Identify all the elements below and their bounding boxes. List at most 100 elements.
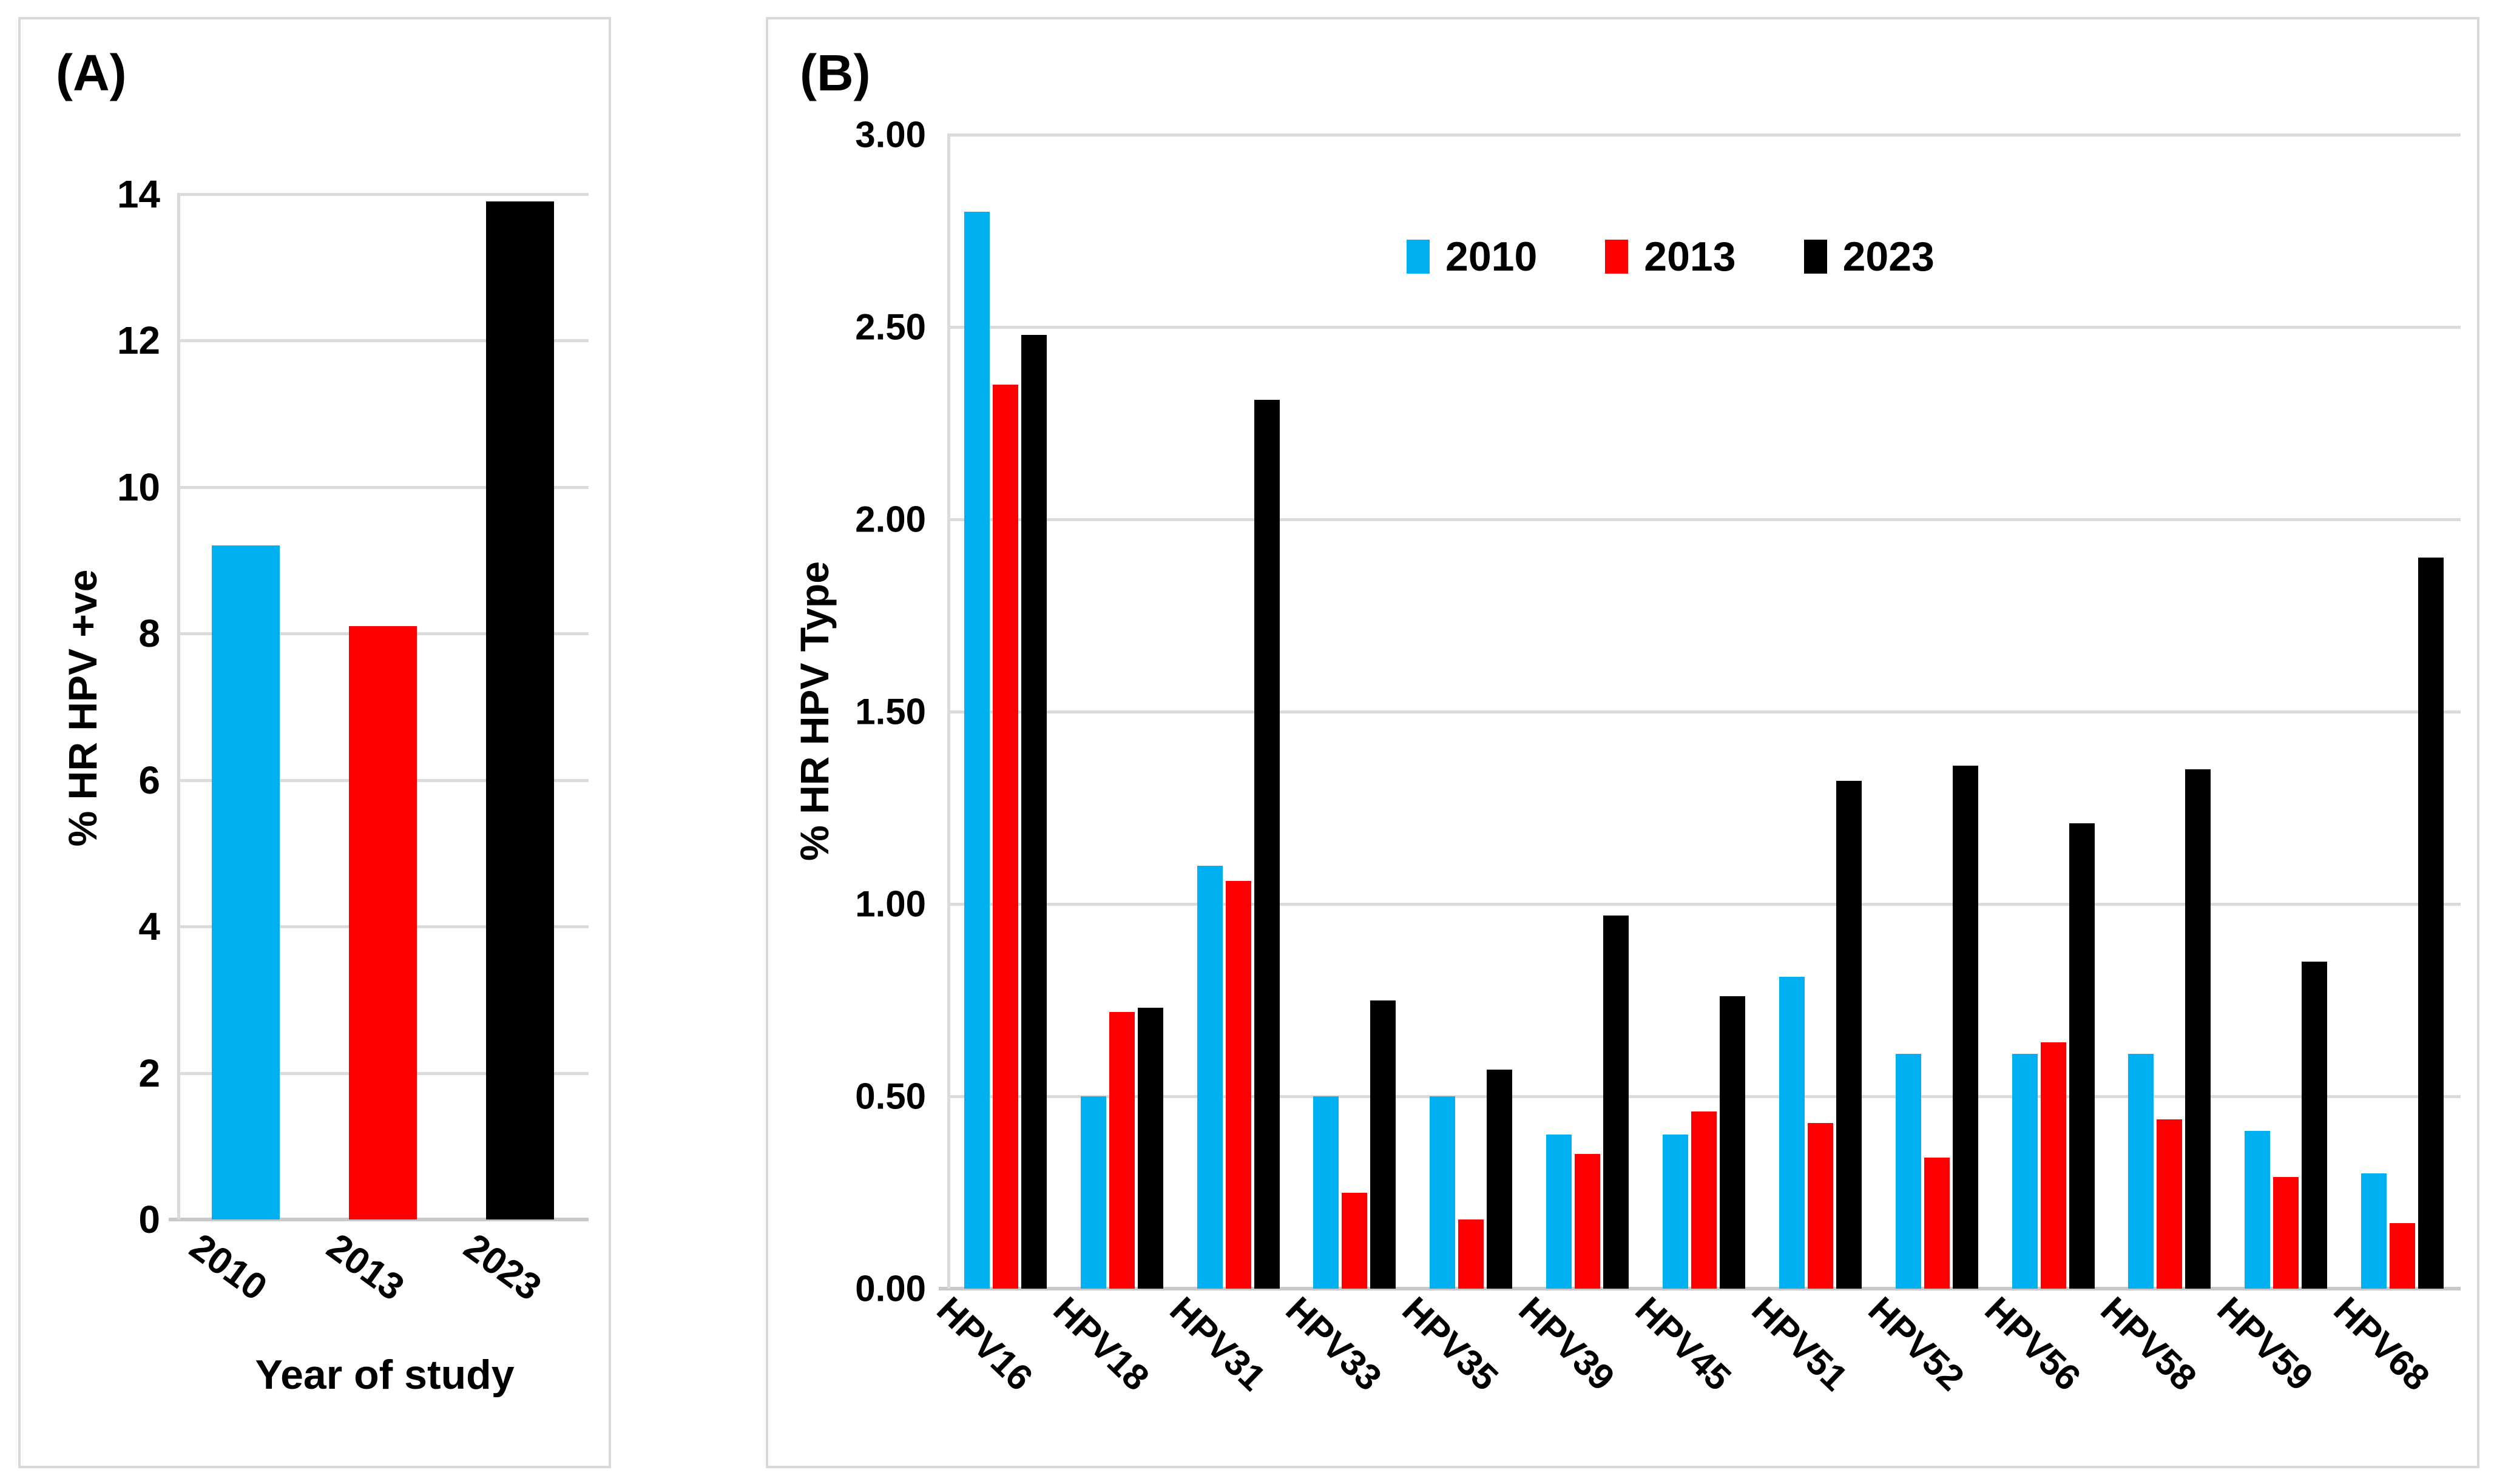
y-tick-label: 0 (138, 1198, 160, 1241)
x-tick-label: HPV16 (929, 1289, 1041, 1398)
panel-b-title: (B) (800, 44, 871, 101)
x-axis-line (169, 1218, 589, 1221)
x-tick-label: HPV31 (1161, 1289, 1274, 1398)
legend-label: 2023 (1842, 234, 1935, 280)
legend-label: 2010 (1445, 234, 1538, 280)
bar-2010-hpv16 (964, 211, 990, 1289)
bar-2023-hpv52 (1952, 765, 1978, 1289)
x-tick-label: HPV59 (2209, 1289, 2321, 1398)
bar-2023-hpv35 (1487, 1069, 1513, 1289)
gridline (947, 326, 2461, 329)
bar-2023-hpv16 (1021, 334, 1047, 1289)
y-tick-label: 3.00 (855, 114, 926, 155)
bar-2013-hpv39 (1575, 1154, 1601, 1289)
y-tick-label: 0.00 (855, 1268, 926, 1309)
bar-2023-hpv59 (2302, 962, 2328, 1289)
gridline (947, 518, 2461, 521)
bar-2010-hpv18 (1080, 1096, 1106, 1289)
x-tick-label: 2023 (456, 1226, 549, 1309)
bar-2013-hpv18 (1109, 1011, 1135, 1289)
y-tick-label: 1.50 (855, 691, 926, 732)
bar-2023 (486, 201, 554, 1219)
bar-2013-hpv45 (1691, 1111, 1717, 1289)
gridline (947, 903, 2461, 906)
gridline (177, 339, 589, 343)
y-tick-label: 2.00 (855, 499, 926, 540)
legend-swatch-icon (1803, 240, 1827, 274)
bar-2013-hpv31 (1225, 880, 1251, 1289)
bar-2023-hpv31 (1254, 400, 1280, 1289)
y-tick-label: 14 (117, 172, 160, 216)
bar-2013-hpv51 (1807, 1123, 1833, 1289)
y-axis-line (177, 194, 180, 1219)
y-tick-label: 2 (138, 1051, 160, 1095)
gridline (947, 133, 2461, 137)
x-tick-label: HPV39 (1511, 1289, 1623, 1398)
panel-b-plot-area (939, 133, 2461, 1290)
y-tick-label: 10 (117, 465, 160, 509)
y-tick-label: 2.50 (855, 306, 926, 348)
gridline (177, 485, 589, 489)
x-tick-label: 2013 (319, 1226, 412, 1309)
bar-2010-hpv31 (1197, 865, 1223, 1289)
bar-2023-hpv18 (1137, 1008, 1163, 1289)
legend-item-2010: 2010 (1407, 233, 1537, 280)
bar-2023-hpv58 (2185, 769, 2211, 1289)
y-tick-label: 6 (138, 758, 160, 802)
gridline (947, 710, 2461, 713)
bar-2023-hpv68 (2418, 558, 2444, 1289)
bar-2013-hpv58 (2157, 1119, 2183, 1289)
x-tick-label: HPV52 (1860, 1289, 1972, 1398)
x-tick-label: HPV56 (1976, 1289, 2089, 1398)
panel-a: (A) % HR HPV +ve Year of study 0 2 4 6 8 10 12… (18, 17, 611, 1468)
bar-2023-hpv39 (1603, 916, 1629, 1289)
bar-2013 (349, 626, 417, 1219)
bar-2010-hpv68 (2361, 1173, 2387, 1289)
bar-2010-hpv33 (1313, 1096, 1339, 1289)
bar-2013-hpv56 (2040, 1042, 2066, 1289)
legend: 2010 2013 2023 (1407, 233, 1935, 280)
x-tick-label: HPV68 (2326, 1289, 2438, 1398)
bar-2023-hpv33 (1370, 1000, 1396, 1289)
y-tick-label: 12 (117, 319, 160, 363)
x-axis-line (939, 1287, 2461, 1290)
bar-2013-hpv52 (1924, 1158, 1950, 1289)
x-tick-label: HPV58 (2093, 1289, 2205, 1398)
bar-2023-hpv45 (1720, 996, 1745, 1289)
y-tick-label: 4 (138, 905, 160, 949)
x-tick-label: HPV33 (1278, 1289, 1390, 1398)
bar-2010-hpv35 (1430, 1096, 1456, 1289)
bar-2013-hpv68 (2390, 1223, 2416, 1289)
bar-2010-hpv56 (2012, 1054, 2038, 1289)
panel-a-x-axis-title: Year of study (255, 1352, 515, 1398)
bar-2013-hpv16 (992, 385, 1018, 1289)
legend-item-2023: 2023 (1803, 233, 1935, 280)
x-tick-label: HPV45 (1627, 1289, 1739, 1398)
gridline (947, 1095, 2461, 1098)
legend-item-2013: 2013 (1605, 233, 1736, 280)
x-tick-label: 2010 (182, 1226, 275, 1309)
panel-a-title: (A) (56, 44, 127, 101)
bar-2010-hpv51 (1779, 977, 1805, 1289)
bar-2010 (212, 545, 280, 1219)
panel-a-plot-area (169, 193, 589, 1221)
gridline (177, 193, 589, 196)
y-tick-label: 0.50 (855, 1076, 926, 1117)
bar-2013-hpv59 (2273, 1177, 2299, 1289)
bar-2010-hpv52 (1895, 1054, 1921, 1289)
bar-2010-hpv59 (2245, 1131, 2271, 1289)
x-tick-label: HPV51 (1744, 1289, 1856, 1398)
x-tick-label: HPV35 (1394, 1289, 1506, 1398)
bar-2023-hpv56 (2069, 823, 2095, 1289)
x-tick-label: HPV18 (1046, 1289, 1157, 1398)
legend-swatch-icon (1605, 240, 1629, 274)
legend-swatch-icon (1407, 240, 1430, 274)
bar-2010-hpv45 (1663, 1135, 1688, 1289)
y-tick-label: 8 (138, 612, 160, 656)
bar-2013-hpv35 (1458, 1219, 1484, 1289)
y-axis-line (947, 135, 950, 1289)
bar-2023-hpv51 (1836, 781, 1862, 1289)
panel-b: (B) % HR HPV Type 2010 2013 2023 0.00 0.50 1… (766, 17, 2479, 1468)
bar-2013-hpv33 (1342, 1192, 1368, 1289)
